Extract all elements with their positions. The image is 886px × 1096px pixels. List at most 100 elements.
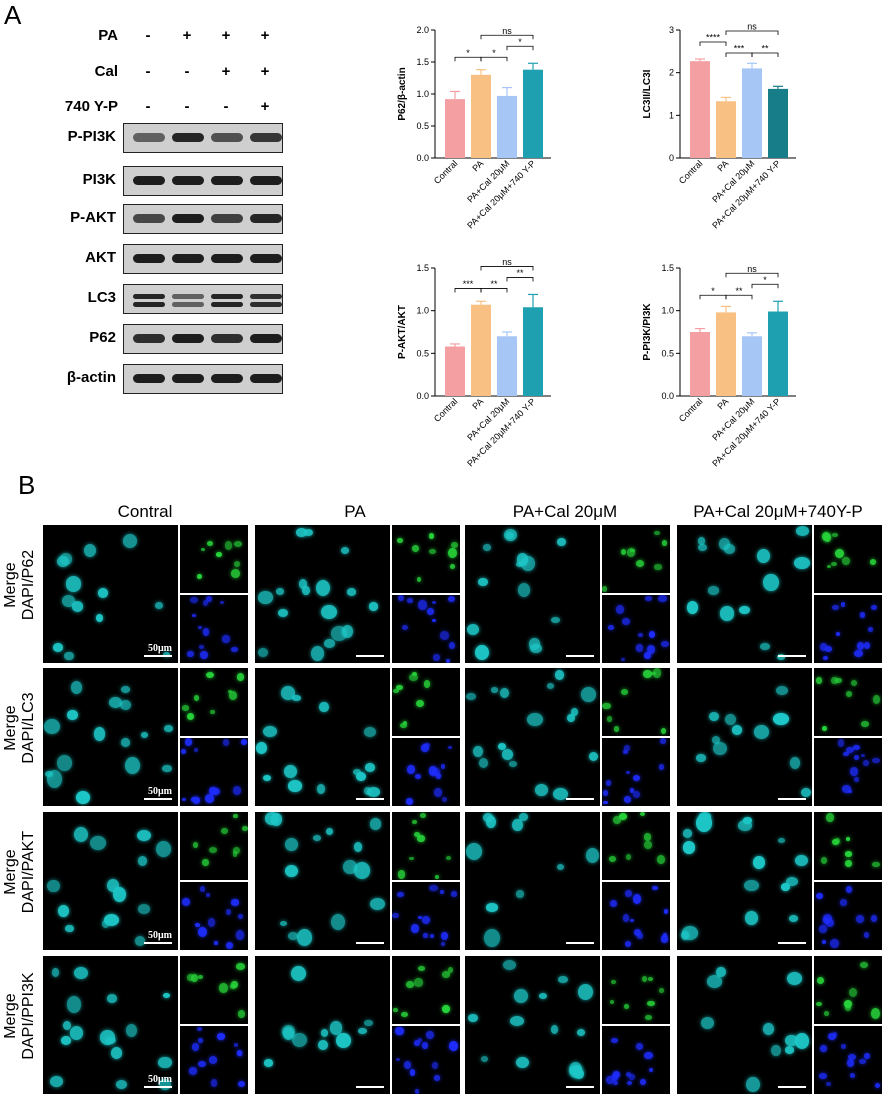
- merge-image: [465, 956, 600, 1094]
- cell: [624, 940, 631, 948]
- significance-label: **: [490, 279, 498, 289]
- cell: [429, 548, 437, 554]
- significance-bracket: [480, 56, 508, 62]
- cell: [205, 595, 212, 603]
- cell: [319, 701, 329, 713]
- cell: [849, 767, 858, 777]
- cell: [854, 755, 859, 760]
- cell: [417, 916, 422, 920]
- blot-band: [250, 214, 282, 223]
- cell: [652, 885, 659, 891]
- cell: [632, 791, 641, 798]
- cell: [475, 644, 490, 661]
- green-channel-image: [602, 812, 670, 880]
- y-tick-label: 3: [669, 25, 674, 35]
- cell: [198, 974, 204, 980]
- cell: [820, 642, 827, 651]
- cell: [263, 774, 271, 782]
- cell: [825, 646, 833, 653]
- cell: [762, 1022, 775, 1035]
- dapi-channel-image: [602, 882, 670, 950]
- cell: [823, 533, 832, 542]
- cell: [235, 930, 245, 940]
- cell: [137, 903, 150, 914]
- cell: [490, 687, 499, 694]
- bar: [523, 69, 543, 158]
- bar: [716, 312, 736, 396]
- cell: [221, 827, 228, 834]
- cell: [70, 1025, 84, 1040]
- green-channel-image: [602, 668, 670, 736]
- cell: [641, 975, 647, 982]
- y-tick-label: 2.0: [416, 25, 429, 35]
- cell: [442, 971, 451, 978]
- cell: [331, 913, 346, 931]
- cell: [340, 546, 350, 554]
- cell: [192, 797, 200, 804]
- cell: [232, 846, 241, 855]
- cell: [47, 879, 60, 893]
- significance-bracket: [454, 288, 482, 293]
- merge-image: [677, 956, 812, 1094]
- green-channel-image: [814, 812, 882, 880]
- cell: [223, 739, 230, 746]
- blot-band: [211, 214, 243, 223]
- cell: [820, 1044, 827, 1052]
- cell: [861, 720, 869, 727]
- significance-bracket: [480, 266, 534, 271]
- cell: [423, 933, 428, 938]
- cell: [844, 850, 853, 857]
- cell: [236, 963, 246, 971]
- cell: [205, 794, 215, 804]
- cell: [97, 588, 108, 598]
- cell: [109, 697, 123, 709]
- cell: [66, 996, 81, 1013]
- cell: [283, 764, 297, 778]
- blot-band: [250, 302, 282, 307]
- cell: [661, 540, 667, 546]
- significance-bracket: [725, 272, 779, 278]
- y-axis-label: LC3II/LC3I: [642, 69, 653, 118]
- cell: [647, 1000, 655, 1007]
- cell: [282, 1027, 294, 1040]
- significance-label: ns: [747, 264, 757, 274]
- chart-lc3: LC3II/LC3I 0 1 2 3 Contral PA PA+Cal 20μM PA+Cal…: [640, 20, 840, 255]
- scale-bar: [144, 655, 172, 657]
- cell: [237, 673, 245, 681]
- cell: [197, 626, 203, 630]
- blot-band: [133, 294, 165, 299]
- green-channel-image: [814, 668, 882, 736]
- cell: [230, 646, 238, 652]
- green-channel-image: [180, 668, 248, 736]
- cell: [846, 886, 852, 893]
- cell: [683, 829, 693, 838]
- cell: [154, 601, 163, 609]
- cell: [611, 1037, 619, 1043]
- cell: [870, 605, 878, 611]
- cell: [406, 765, 416, 774]
- cell: [643, 652, 652, 659]
- cell: [277, 608, 289, 618]
- cell: [43, 718, 60, 735]
- cell: [426, 1030, 434, 1039]
- cell: [435, 772, 442, 779]
- blot-label: AKT: [85, 249, 116, 266]
- cell: [827, 1033, 836, 1041]
- cell: [353, 862, 370, 879]
- scale-bar-label: 50μm: [148, 930, 172, 941]
- cell: [854, 776, 859, 783]
- cell: [450, 541, 458, 548]
- cell: [512, 819, 523, 831]
- cell: [233, 561, 241, 568]
- cell: [819, 1072, 827, 1080]
- cell: [626, 547, 636, 557]
- dapi-channel-image: [814, 882, 882, 950]
- cell: [820, 856, 828, 865]
- cell: [534, 783, 548, 797]
- cell: [846, 746, 855, 754]
- cell: [163, 992, 171, 998]
- cell: [654, 564, 663, 570]
- cell: [567, 713, 575, 722]
- scale-bar-label: 50μm: [148, 1074, 172, 1085]
- cell: [60, 1035, 72, 1045]
